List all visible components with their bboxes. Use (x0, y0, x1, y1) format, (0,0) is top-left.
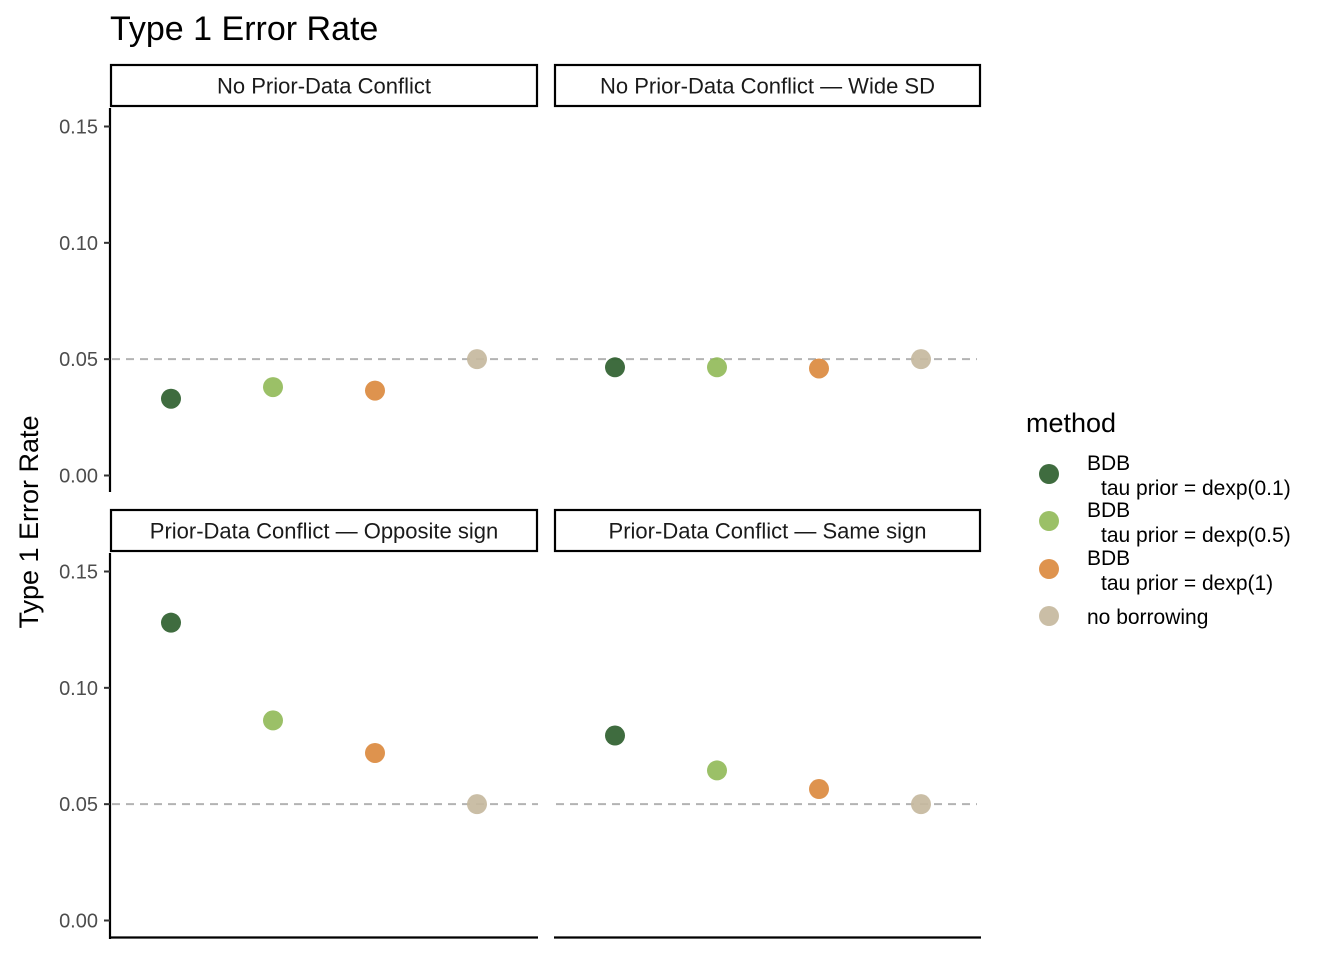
y-tick-label: 0.10 (59, 678, 98, 700)
y-tick-label: 0.05 (59, 349, 98, 371)
facet-panel: No Prior-Data Conflict 0.00 0.05 0.10 0.15 (59, 63, 539, 492)
data-point (467, 794, 487, 815)
data-point (365, 742, 385, 763)
y-axis-title: Type 1 Error Rate (14, 415, 44, 628)
data-point (467, 349, 487, 370)
legend-label: tau prior = dexp(1) (1101, 572, 1273, 595)
facet-strip (553, 63, 982, 108)
legend-label: BDB (1087, 452, 1130, 475)
facet-panels: No Prior-Data Conflict0.000.050.100.15No… (59, 63, 982, 939)
data-point (707, 760, 727, 781)
legend-key (1039, 559, 1059, 579)
facet-panel: No Prior-Data Conflict — Wide SD (553, 63, 982, 379)
legend-label: no borrowing (1087, 606, 1208, 629)
data-point (809, 779, 829, 800)
data-point (911, 794, 931, 815)
y-tick-label: 0.00 (59, 911, 98, 933)
legend-key (1039, 511, 1059, 531)
y-tick-label: 0.00 (59, 466, 98, 488)
facet-strip (553, 508, 982, 553)
facet-strip-label: No Prior-Data Conflict (217, 74, 431, 99)
y-tick-label: 0.05 (59, 794, 98, 816)
facet-strip-label: Prior-Data Conflict — Same sign (609, 519, 927, 544)
data-point (605, 357, 625, 378)
data-point (707, 357, 727, 378)
data-point (161, 388, 181, 409)
facet-strip-label: No Prior-Data Conflict — Wide SD (600, 74, 935, 99)
legend-label: tau prior = dexp(0.5) (1101, 524, 1291, 547)
chart-title: Type 1 Error Rate (110, 10, 378, 48)
facet-strip (109, 63, 539, 108)
legend-title: method (1026, 408, 1116, 438)
y-tick-label: 0.10 (59, 233, 98, 255)
data-point (263, 377, 283, 398)
legend-label: tau prior = dexp(0.1) (1101, 477, 1291, 500)
facet-panel: Prior-Data Conflict — Opposite sign 0.00 0… (59, 508, 539, 939)
legend-key (1039, 464, 1059, 484)
data-point (911, 349, 931, 370)
data-point (161, 612, 181, 633)
data-point (605, 725, 625, 746)
y-tick-label: 0.15 (59, 562, 98, 584)
facet-panel: Prior-Data Conflict — Same sign (553, 508, 982, 939)
legend-item: no borrowing (1039, 606, 1208, 629)
y-tick-label: 0.15 (59, 117, 98, 139)
data-point (263, 710, 283, 731)
data-point (809, 358, 829, 379)
facet-strip (109, 508, 539, 553)
legend-label: BDB (1087, 547, 1130, 570)
data-point (365, 380, 385, 401)
legend-key (1039, 606, 1059, 626)
facet-strip-label: Prior-Data Conflict — Opposite sign (150, 519, 498, 544)
legend-label: BDB (1087, 499, 1130, 522)
